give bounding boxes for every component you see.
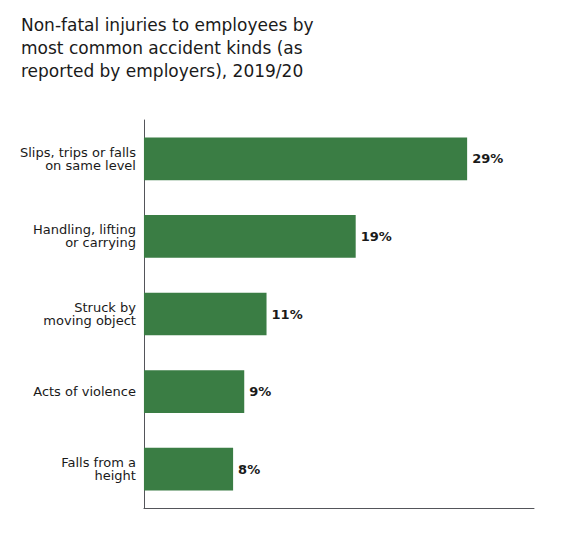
svg-text:most common accident kinds (as: most common accident kinds (as [21,38,303,58]
svg-text:19%: 19% [361,229,392,244]
svg-text:Struck by: Struck by [74,300,136,315]
svg-text:11%: 11% [272,307,303,322]
svg-text:height: height [95,468,136,483]
svg-text:Falls from a: Falls from a [61,455,136,471]
svg-text:9%: 9% [249,384,271,399]
svg-text:8%: 8% [238,462,260,477]
svg-text:29%: 29% [472,151,503,166]
svg-text:on same level: on same level [45,158,136,173]
svg-text:Acts of violence: Acts of violence [33,384,136,399]
svg-text:reported by employers), 2019/2: reported by employers), 2019/20 [21,61,303,81]
svg-text:moving object: moving object [43,313,136,328]
svg-text:Slips, trips or falls: Slips, trips or falls [20,144,136,160]
svg-text:or carrying: or carrying [65,235,136,250]
svg-text:Non-fatal injuries to employee: Non-fatal injuries to employees by [21,15,314,35]
svg-text:Handling, lifting: Handling, lifting [33,222,136,238]
